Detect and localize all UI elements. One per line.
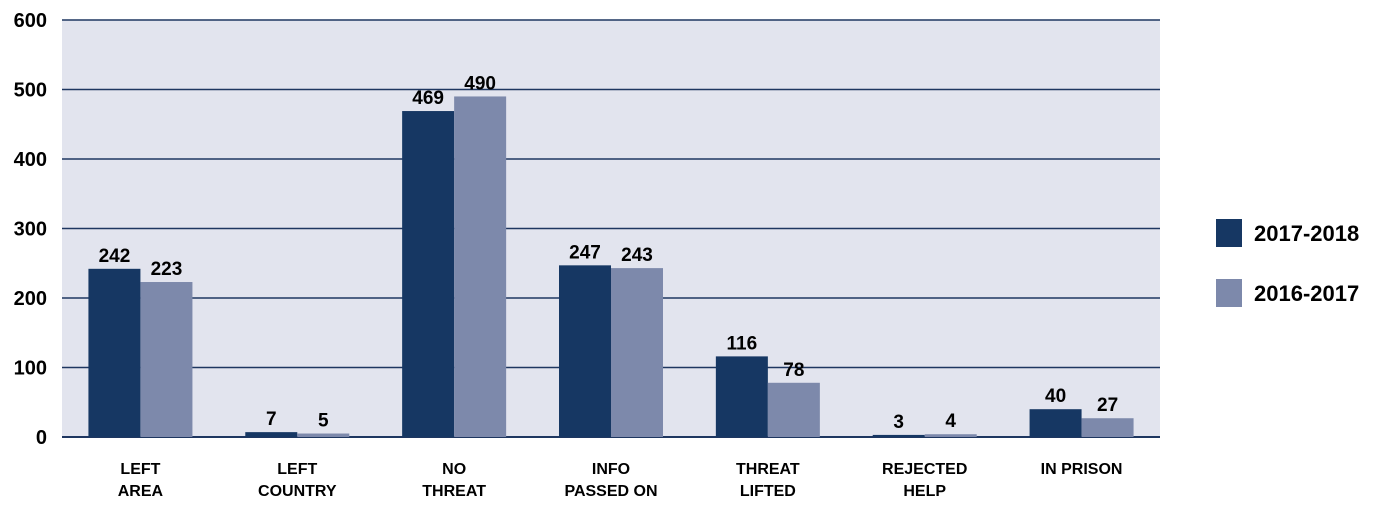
legend: 2017-2018 2016-2017: [1216, 219, 1359, 307]
data-label: 5: [318, 411, 329, 432]
bar: [140, 282, 193, 437]
x-tick-label: NO: [442, 461, 466, 478]
bar: [245, 432, 298, 437]
bar: [297, 433, 350, 437]
data-label: 78: [783, 360, 804, 381]
y-tick-label: 300: [14, 219, 47, 241]
data-label: 40: [1045, 386, 1066, 407]
data-label: 4: [945, 411, 956, 432]
x-tick-label: LEFT: [277, 461, 317, 478]
x-tick-label: AREA: [118, 483, 164, 500]
bar: [872, 434, 925, 437]
x-tick-label: THREAT: [422, 483, 486, 500]
data-label: 242: [99, 246, 131, 267]
y-axis-ticks: 0 100 200 300 400 500 600: [14, 10, 47, 449]
y-tick-label: 200: [14, 288, 47, 310]
bar: [88, 268, 141, 437]
data-label: 247: [569, 242, 601, 263]
x-tick-label: LIFTED: [740, 483, 796, 500]
legend-swatch: [1216, 219, 1242, 247]
bar: [924, 434, 977, 437]
bar: [559, 265, 611, 437]
data-label: 27: [1097, 395, 1118, 416]
data-label: 3: [893, 412, 904, 433]
data-label: 243: [621, 245, 653, 266]
data-label: 116: [727, 333, 758, 354]
x-tick-label: COUNTRY: [258, 483, 337, 500]
bar: [767, 382, 820, 437]
bar: [1081, 418, 1134, 437]
bar: [402, 111, 455, 438]
bar: [454, 96, 507, 437]
x-axis-labels: LEFT AREA LEFT COUNTRY NO THREAT INFO PASSED ON…: [118, 461, 1123, 500]
y-tick-label: 100: [14, 358, 47, 380]
bars: [88, 96, 1134, 438]
bar: [1029, 409, 1082, 437]
bar: [715, 356, 768, 437]
y-tick-label: 500: [14, 80, 47, 102]
y-tick-label: 600: [14, 10, 47, 32]
y-tick-label: 0: [36, 427, 47, 449]
bar: [611, 268, 663, 437]
legend-swatch: [1216, 279, 1242, 307]
legend-label: 2016-2017: [1254, 281, 1359, 306]
x-tick-label: THREAT: [736, 461, 800, 478]
x-tick-label: INFO: [592, 461, 630, 478]
x-tick-label: PASSED ON: [564, 483, 657, 500]
data-label: 490: [464, 73, 496, 94]
data-label: 7: [266, 409, 277, 430]
x-tick-label: HELP: [903, 483, 946, 500]
x-tick-label: LEFT: [120, 461, 160, 478]
legend-label: 2017-2018: [1254, 221, 1359, 246]
x-tick-label: IN PRISON: [1041, 461, 1123, 478]
x-tick-label: REJECTED: [882, 461, 967, 478]
data-labels: 242 223 7 5 469 490 247 243 116 78 3 4 40 27: [99, 73, 1119, 432]
data-label: 469: [412, 88, 444, 109]
y-tick-label: 400: [14, 149, 47, 171]
data-label: 223: [151, 259, 183, 280]
